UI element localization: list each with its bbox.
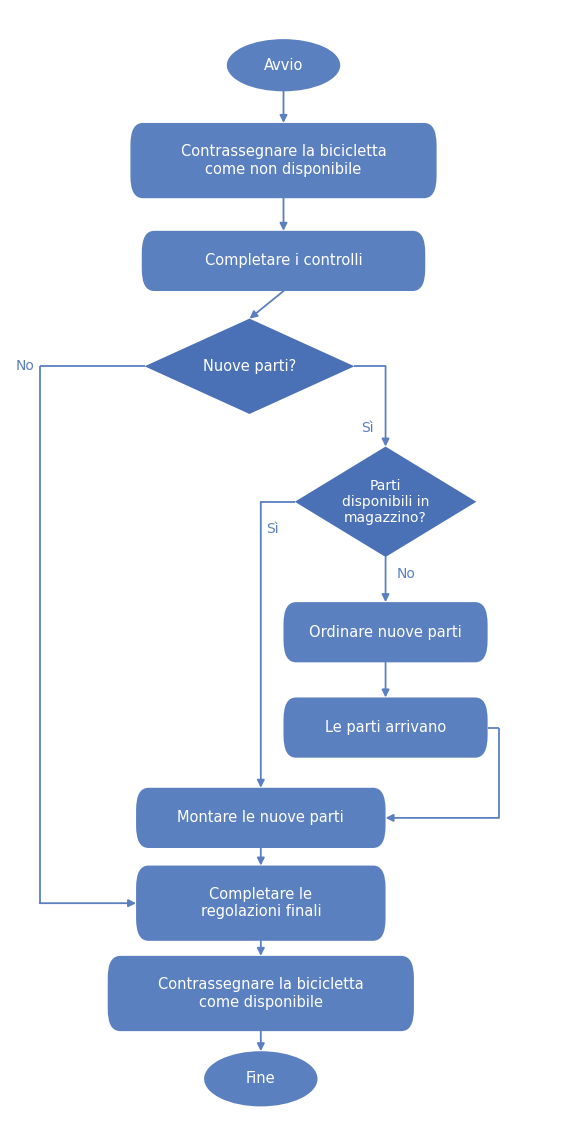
FancyBboxPatch shape bbox=[136, 865, 386, 941]
Ellipse shape bbox=[227, 40, 340, 92]
Ellipse shape bbox=[204, 1051, 318, 1107]
FancyBboxPatch shape bbox=[284, 697, 488, 758]
Text: Contrassegnare la bicicletta
come disponibile: Contrassegnare la bicicletta come dispon… bbox=[158, 978, 363, 1009]
Text: Sì: Sì bbox=[362, 421, 374, 434]
Text: No: No bbox=[397, 567, 416, 581]
Text: Completare le
regolazioni finali: Completare le regolazioni finali bbox=[201, 887, 321, 920]
Text: Le parti arrivano: Le parti arrivano bbox=[325, 720, 446, 735]
Text: Montare le nuove parti: Montare le nuove parti bbox=[177, 811, 344, 826]
Polygon shape bbox=[295, 447, 476, 557]
Text: Avvio: Avvio bbox=[264, 58, 303, 73]
Text: Contrassegnare la bicicletta
come non disponibile: Contrassegnare la bicicletta come non di… bbox=[181, 144, 386, 177]
Polygon shape bbox=[145, 319, 354, 414]
FancyBboxPatch shape bbox=[142, 231, 425, 291]
FancyBboxPatch shape bbox=[284, 602, 488, 662]
Text: Completare i controlli: Completare i controlli bbox=[205, 253, 362, 269]
Text: No: No bbox=[15, 359, 34, 373]
Text: Sì: Sì bbox=[266, 522, 279, 536]
FancyBboxPatch shape bbox=[130, 122, 437, 198]
Text: Fine: Fine bbox=[246, 1072, 276, 1086]
Text: Parti
disponibili in
magazzino?: Parti disponibili in magazzino? bbox=[342, 479, 429, 525]
FancyBboxPatch shape bbox=[136, 788, 386, 848]
Text: Nuove parti?: Nuove parti? bbox=[203, 358, 296, 374]
Text: Ordinare nuove parti: Ordinare nuove parti bbox=[309, 625, 462, 640]
FancyBboxPatch shape bbox=[108, 956, 414, 1031]
